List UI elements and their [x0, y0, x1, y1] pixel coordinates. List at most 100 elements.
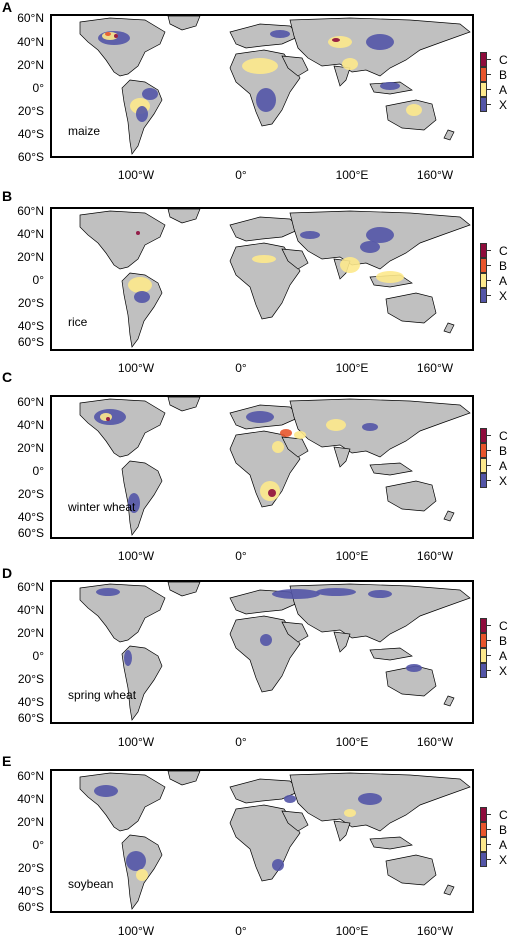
crop-area — [128, 493, 140, 513]
crop-area — [366, 34, 394, 50]
lon-label: 160°W — [416, 924, 454, 938]
legend-label: C — [499, 53, 508, 67]
legend-tick — [487, 655, 491, 656]
panel-letter: C — [2, 369, 13, 385]
land-mass — [79, 583, 166, 643]
lat-label: 20°N — [17, 58, 44, 72]
legend-tick — [487, 625, 491, 626]
crop-area — [124, 650, 132, 666]
legend-label: X — [499, 853, 508, 867]
legend-tick — [487, 844, 491, 845]
crop-area — [344, 809, 356, 817]
legend-label: C — [499, 244, 508, 258]
legend-label: A — [499, 838, 508, 852]
lat-label: 60°N — [17, 395, 44, 409]
legend-tick — [487, 435, 491, 436]
map-svg — [50, 769, 474, 913]
crop-area — [260, 634, 272, 646]
lat-label: 20°N — [17, 250, 44, 264]
lat-label: 40°N — [17, 603, 44, 617]
crop-label: maize — [68, 124, 101, 138]
crop-label: rice — [68, 315, 88, 329]
legend-label: A — [499, 83, 508, 97]
panel-letter: A — [2, 0, 13, 15]
lon-label: 0° — [235, 361, 247, 375]
crop-area — [326, 419, 346, 431]
land-mass — [79, 210, 166, 270]
land-mass — [121, 645, 163, 721]
legend-tick — [487, 640, 491, 641]
crop-area — [270, 30, 290, 38]
lat-label: 20°S — [17, 296, 44, 310]
crop-area — [284, 795, 296, 803]
crop-area — [406, 104, 422, 116]
crop-area — [316, 588, 356, 596]
lat-label: 60°N — [17, 580, 44, 594]
crop-area — [100, 413, 112, 421]
legend-swatch — [480, 428, 487, 443]
lon-label: 100°E — [335, 361, 369, 375]
land-mass — [443, 322, 455, 334]
map-svg — [50, 580, 474, 724]
legend-swatch — [480, 837, 487, 852]
lat-label: 40°S — [17, 319, 44, 333]
crop-area — [332, 38, 340, 42]
world-map — [50, 580, 474, 724]
land-mass — [369, 836, 413, 850]
map-svg — [50, 14, 474, 158]
legend-tick — [487, 480, 491, 481]
crop-area — [328, 36, 352, 48]
lat-label: 20°S — [17, 104, 44, 118]
land-mass — [369, 647, 413, 661]
panel-letter: E — [2, 753, 12, 769]
legend-tick — [487, 280, 491, 281]
crop-area — [136, 231, 140, 235]
crop-area — [128, 277, 152, 293]
legend-swatch — [480, 458, 487, 473]
land-mass — [289, 398, 471, 458]
legend-tick — [487, 104, 491, 105]
lon-label: 0° — [235, 735, 247, 749]
crop-area — [256, 88, 276, 112]
panel-letter: D — [2, 565, 13, 581]
legend-label: B — [499, 444, 508, 458]
crop-area — [294, 431, 306, 439]
lon-label: 0° — [235, 924, 247, 938]
land-mass — [121, 272, 163, 348]
lon-label: 160°W — [416, 549, 454, 563]
legend-tick — [487, 829, 491, 830]
crop-area — [380, 82, 400, 90]
legend-tick — [487, 450, 491, 451]
legend-swatch — [480, 663, 487, 678]
panel-winter-wheat: C 60°N 40°N 20°N 0° 20°S 40°S 60°S winte… — [0, 369, 515, 567]
map-border — [50, 769, 474, 913]
legend-swatch — [480, 243, 487, 258]
lat-label: 40°S — [17, 127, 44, 141]
legend-label: B — [499, 634, 508, 648]
lat-label: 0° — [32, 273, 44, 287]
crop-area — [252, 255, 276, 263]
crop-area — [136, 869, 148, 881]
lon-label: 100°E — [335, 735, 369, 749]
panel-rice: B 60°N 40°N 20°N 0° 20°S 40°S 60°S rice … — [0, 188, 515, 378]
lat-label: 0° — [32, 838, 44, 852]
legend-tick — [487, 74, 491, 75]
panel-maize: A 60°N 40°N 20°N 0° 20°S 40°S 60°S maize… — [0, 0, 515, 189]
lon-label: 100°E — [335, 168, 369, 182]
legend-tick — [487, 59, 491, 60]
legend-swatch — [480, 273, 487, 288]
crop-area — [142, 88, 158, 100]
crop-area — [272, 441, 284, 453]
lon-label: 100°E — [335, 924, 369, 938]
land-mass — [443, 884, 455, 896]
legend-tick — [487, 89, 491, 90]
land-mass — [229, 778, 301, 804]
land-mass — [121, 460, 163, 536]
legend-swatch — [480, 807, 487, 822]
legend-label: C — [499, 429, 508, 443]
lon-label: 100°E — [335, 549, 369, 563]
crop-area — [114, 34, 118, 38]
crop-area — [340, 257, 360, 273]
lat-label: 20°N — [17, 815, 44, 829]
legend-tick — [487, 295, 491, 296]
